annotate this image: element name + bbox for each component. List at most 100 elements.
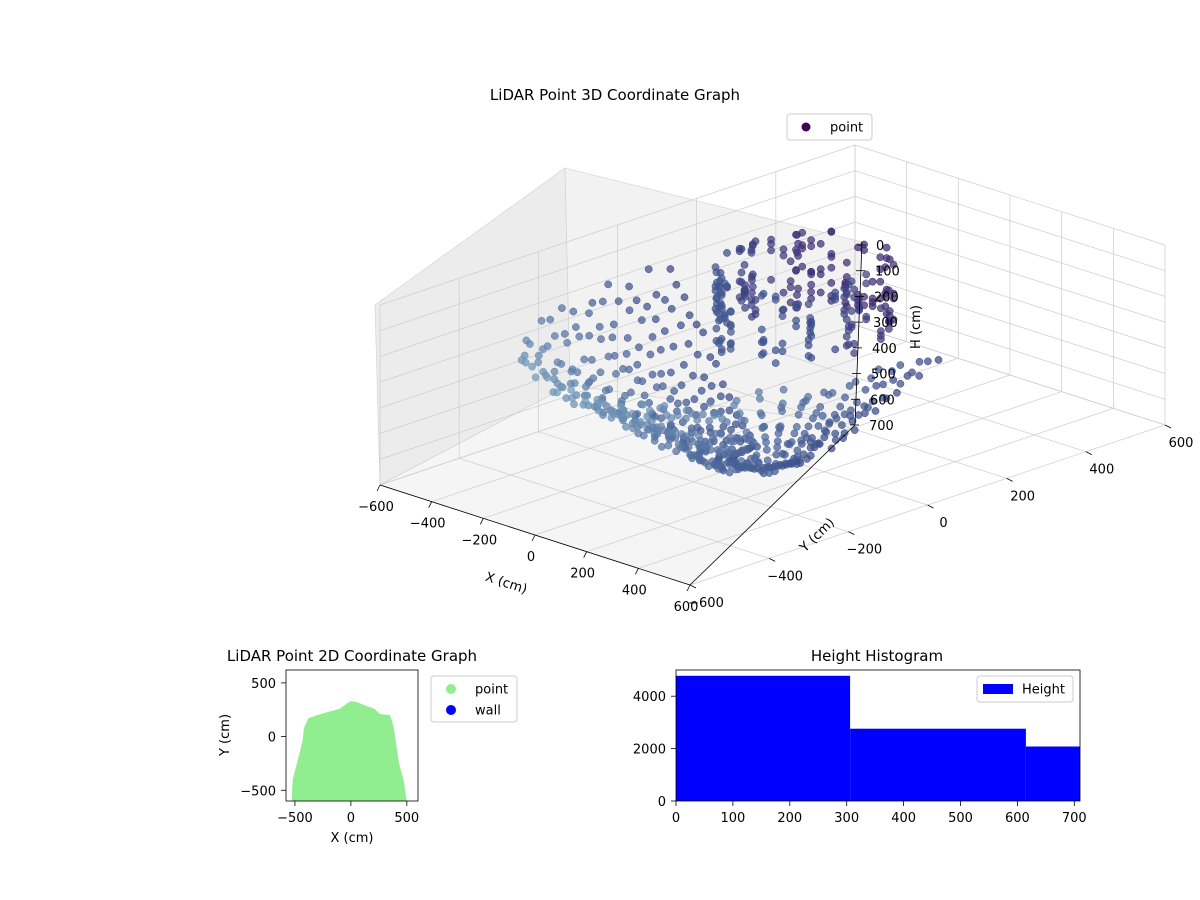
point3d: [757, 338, 766, 347]
point3d: [705, 417, 713, 425]
point3d: [699, 328, 707, 337]
point3d: [735, 247, 744, 256]
point3d: [840, 410, 849, 419]
point3d: [720, 279, 729, 288]
point3d: [567, 367, 576, 376]
point3d: [792, 266, 800, 275]
plot2d-legend-point-marker: [446, 684, 456, 694]
point3d: [644, 265, 653, 274]
point3d: [845, 382, 854, 390]
point3d: [868, 397, 877, 405]
point3d: [597, 335, 605, 343]
z-tick-label: 300: [873, 316, 898, 331]
point3d: [842, 341, 851, 350]
point3d: [692, 320, 701, 329]
point3d: [862, 270, 871, 279]
point3d: [537, 316, 546, 325]
point3d: [748, 276, 756, 284]
point3d: [778, 407, 786, 415]
point3d: [531, 373, 540, 382]
point3d: [831, 295, 840, 304]
histogram-legend-swatch: [983, 684, 1013, 694]
histogram-bar: [676, 675, 851, 801]
point3d: [888, 367, 896, 375]
point3d: [882, 243, 891, 252]
point3d: [682, 414, 690, 423]
point3d: [609, 320, 618, 329]
point3d: [673, 411, 682, 420]
point3d: [627, 388, 635, 397]
x-tick-mark: [634, 568, 639, 575]
point3d: [712, 324, 721, 333]
point3d: [588, 298, 597, 307]
point3d: [876, 277, 885, 286]
point3d: [808, 434, 816, 442]
point3d: [596, 368, 605, 377]
point3d: [790, 429, 799, 438]
point3d: [767, 246, 775, 255]
point3d: [647, 417, 656, 426]
point3d: [569, 307, 578, 316]
z-tick-label: 700: [869, 419, 894, 434]
point3d: [612, 370, 620, 378]
point3d: [652, 290, 661, 299]
point3d: [700, 402, 708, 411]
point3d: [757, 467, 766, 475]
plot2d-y-tick-label: 500: [251, 677, 276, 692]
point3d: [881, 263, 890, 272]
point3d: [648, 333, 657, 341]
point3d: [640, 391, 649, 400]
point3d: [847, 406, 855, 415]
plot2d-ticks: −500−500 0 0 500 500: [240, 677, 419, 826]
point3d: [793, 291, 801, 299]
point3d: [604, 280, 613, 289]
point3d: [742, 428, 751, 437]
point3d: [807, 288, 815, 296]
point3d: [779, 385, 788, 394]
histogram-frame: [675, 669, 1081, 802]
plot2d-x-tick-label: 0: [347, 811, 355, 826]
point3d: [864, 403, 872, 412]
point3d: [767, 235, 775, 244]
point3d: [786, 257, 795, 266]
point3d: [814, 422, 823, 430]
x-tick-mark: [531, 534, 536, 542]
point3d: [550, 332, 559, 340]
point3d: [721, 444, 730, 453]
point3d: [807, 267, 815, 276]
point3d: [804, 341, 813, 350]
point3d: [594, 406, 603, 415]
y-tick-label: 200: [1010, 489, 1035, 504]
histogram-y-tick-label: 2000: [633, 743, 666, 758]
point3d: [771, 359, 780, 367]
point3d: [879, 380, 887, 389]
point3d: [553, 388, 561, 397]
point3d: [706, 399, 714, 407]
point3d: [718, 415, 727, 423]
point3d: [831, 345, 840, 354]
point3d: [792, 322, 800, 331]
point3d: [871, 407, 880, 415]
point3d: [757, 325, 766, 334]
point3d: [772, 450, 781, 459]
plot3d-title: LiDAR Point 3D Coordinate Graph: [490, 86, 740, 104]
y-tick-mark: [1085, 451, 1093, 456]
point3d: [877, 335, 885, 343]
y-tick-label: −200: [846, 543, 882, 558]
y-tick-label: 400: [1089, 463, 1114, 478]
point3d: [804, 422, 813, 431]
grid-line-y-floor: [538, 431, 849, 532]
point3d: [876, 253, 885, 262]
grid-line-z: [379, 196, 1166, 357]
point3d: [867, 374, 876, 383]
point3d: [575, 332, 584, 341]
point3d: [633, 360, 642, 369]
point3d: [842, 258, 851, 267]
point3d: [715, 448, 724, 456]
point3d: [767, 275, 775, 284]
point3d: [820, 426, 829, 435]
point3d: [747, 454, 755, 463]
point3d: [737, 457, 746, 465]
y-tick-mark: [1006, 477, 1013, 482]
histogram-x-tick-label: 100: [720, 811, 745, 826]
